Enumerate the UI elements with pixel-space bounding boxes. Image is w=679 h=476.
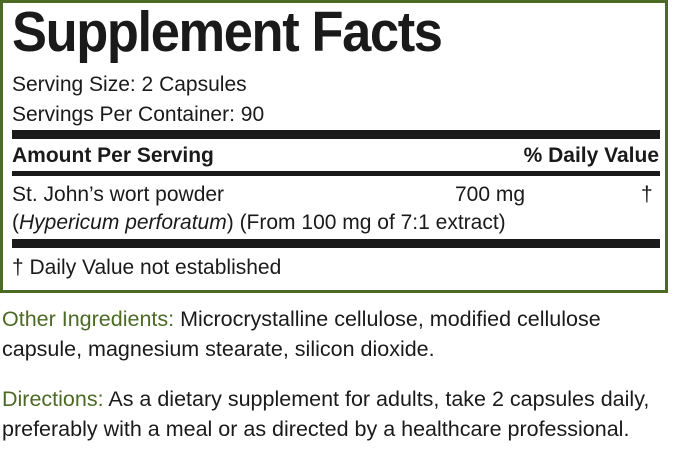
ingredient-daily-value: † <box>641 183 653 206</box>
thin-divider <box>12 171 660 176</box>
ingredient-amount: 700 mg <box>455 183 526 206</box>
serving-size: Serving Size: 2 Capsules <box>12 73 247 96</box>
directions-label: Directions: <box>2 387 104 411</box>
servings-per-container: Servings Per Container: 90 <box>12 103 265 126</box>
ingredient-name: St. John’s wort powder <box>12 183 225 206</box>
thick-divider-bottom <box>12 239 660 248</box>
footnote: † Daily Value not established <box>12 256 282 279</box>
other-ingredients-label: Other Ingredients: <box>2 307 175 331</box>
ingredient-source: (Hypericum perforatum) (From 100 mg of 7… <box>12 211 506 234</box>
other-ingredients: Other Ingredients: Microcrystalline cell… <box>2 307 601 361</box>
panel-title: Supplement Facts <box>12 0 443 64</box>
thick-divider <box>12 130 660 139</box>
header-daily-value: % Daily Value <box>523 144 659 167</box>
directions: Directions: As a dietary supplement for … <box>2 387 650 441</box>
header-amount-per-serving: Amount Per Serving <box>12 144 214 167</box>
latin-name: Hypericum perforatum <box>19 211 227 234</box>
supplement-facts-panel: Supplement Facts Serving Size: 2 Capsule… <box>0 0 668 293</box>
